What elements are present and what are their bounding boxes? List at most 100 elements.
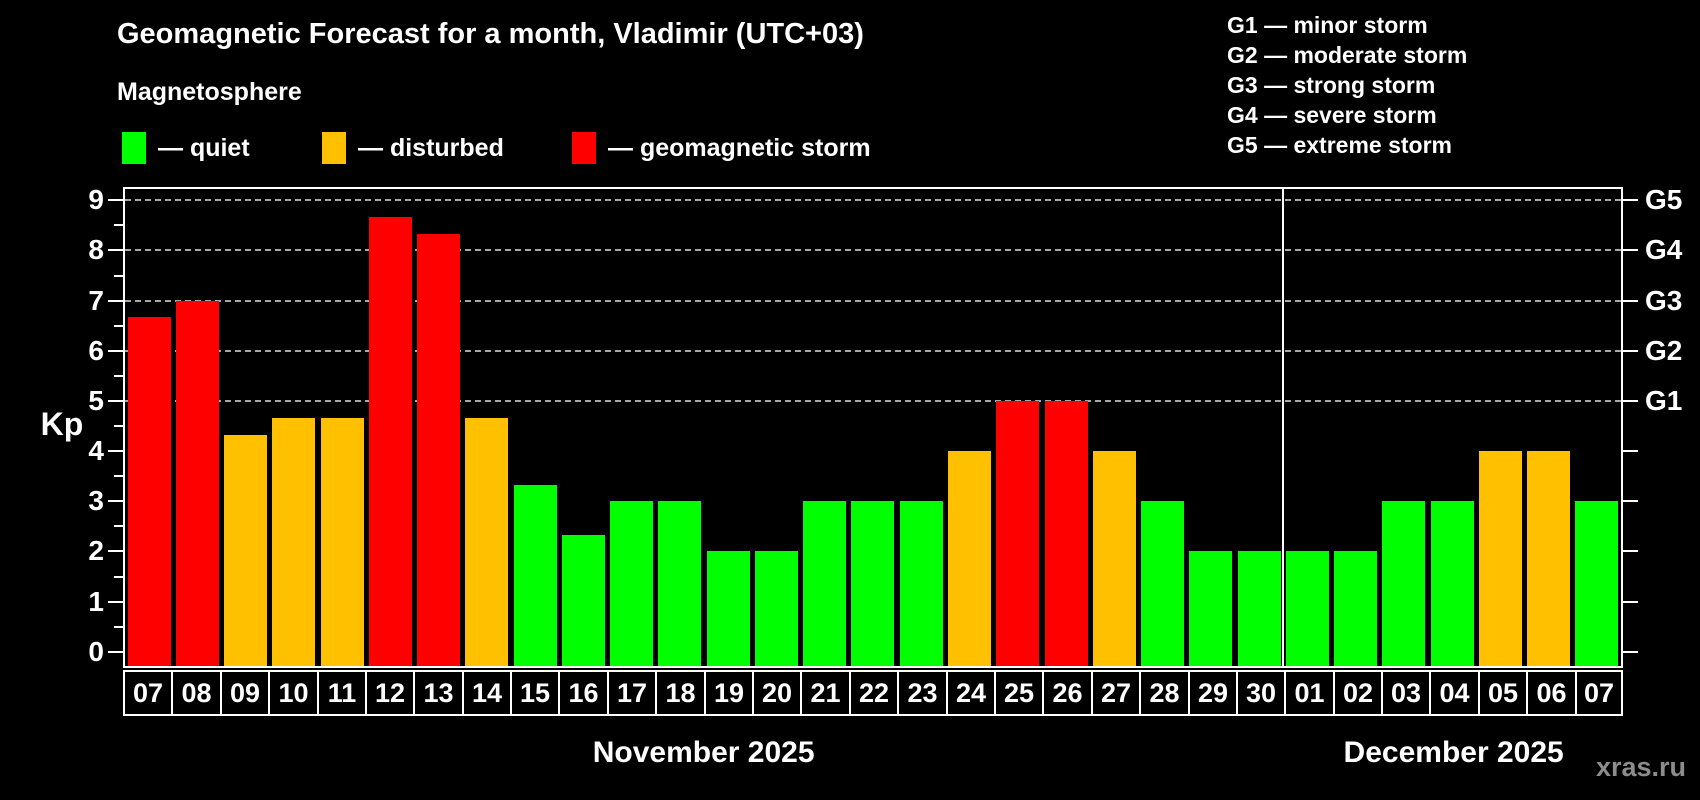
kp-bar-nov-24: [947, 451, 991, 666]
month-divider-line: [1282, 189, 1285, 666]
kp-bar-nov-27: [1092, 451, 1136, 666]
kp-bar-dec-04: [1430, 501, 1474, 666]
day-label-box-20: 20: [752, 670, 800, 716]
g-scale-label-g1: G1: [1645, 384, 1683, 416]
day-label-box-04: 04: [1429, 670, 1478, 716]
kp-bar-nov-18: [658, 501, 702, 666]
disturbed-swatch-icon: [322, 132, 346, 164]
left-tick-8: [108, 249, 123, 252]
kp-bar-dec-01: [1285, 551, 1329, 666]
left-tick-1: [108, 600, 123, 603]
gridline-kp-7: [125, 299, 1621, 302]
kp-bar-nov-28: [1141, 501, 1185, 666]
month-caption-december: December 2025: [1343, 736, 1564, 769]
kp-bar-dec-07: [1575, 501, 1619, 666]
day-label-box-26: 26: [1042, 670, 1091, 716]
quiet-swatch-icon: [122, 132, 146, 164]
y-axis-label-1: 1: [88, 585, 104, 617]
day-label-box-21: 21: [800, 670, 849, 716]
gridline-kp-8: [125, 249, 1621, 252]
day-label-box-09: 09: [220, 670, 268, 716]
gridline-kp-9: [125, 199, 1621, 202]
right-tick-9: [1623, 199, 1638, 202]
legend-item-disturbed: — disturbed: [322, 131, 504, 165]
left-tick-0: [108, 650, 123, 653]
day-label-box-19: 19: [704, 670, 752, 716]
day-label-box-18: 18: [655, 670, 704, 716]
left-tick-3: [108, 500, 123, 503]
gridline-kp-5: [125, 399, 1621, 402]
g-scale-legend: G1 — minor storm G2 — moderate storm G3 …: [1227, 10, 1467, 160]
left-tick-4: [108, 450, 123, 453]
kp-bar-dec-03: [1382, 501, 1426, 666]
g3-legend-line: G3 — strong storm: [1227, 72, 1436, 98]
right-tick-4: [1623, 450, 1638, 453]
g2-legend-line: G2 — moderate storm: [1227, 42, 1468, 68]
y-axis-label-7: 7: [88, 284, 104, 316]
y-axis-label-9: 9: [88, 184, 104, 216]
right-tick-1: [1623, 600, 1638, 603]
month-caption-november: November 2025: [592, 736, 815, 769]
kp-bar-nov-14: [465, 417, 509, 666]
kp-bar-nov-08: [175, 300, 219, 666]
kp-bar-nov-21: [803, 501, 847, 666]
g-scale-label-g3: G3: [1645, 284, 1683, 316]
legend-label-disturbed: — disturbed: [358, 133, 504, 162]
g4-legend-line: G4 — severe storm: [1227, 102, 1437, 128]
g-scale-label-g5: G5: [1645, 184, 1683, 216]
day-label-box-28: 28: [1139, 670, 1188, 716]
day-label-box-23: 23: [897, 670, 946, 716]
day-label-box-05: 05: [1478, 670, 1526, 716]
storm-swatch-icon: [572, 132, 596, 164]
kp-bar-nov-26: [1044, 400, 1088, 666]
day-label-box-17: 17: [607, 670, 655, 716]
day-label-box-03: 03: [1381, 670, 1429, 716]
kp-bar-nov-17: [610, 501, 654, 666]
kp-bar-dec-02: [1334, 551, 1378, 666]
left-minor-tick-7.5: [114, 274, 123, 277]
left-minor-tick-8.5: [114, 224, 123, 227]
day-label-box-16: 16: [558, 670, 607, 716]
left-tick-7: [108, 299, 123, 302]
day-label-box-27: 27: [1091, 670, 1139, 716]
kp-bar-nov-29: [1189, 551, 1233, 666]
day-label-box-08: 08: [171, 670, 220, 716]
y-axis-label-5: 5: [88, 384, 104, 416]
kp-bar-nov-15: [513, 484, 557, 666]
left-tick-2: [108, 550, 123, 553]
right-tick-2: [1623, 550, 1638, 553]
day-label-box-07: 07: [123, 670, 171, 716]
watermark: xras.ru: [1595, 752, 1686, 782]
left-minor-tick-3.5: [114, 475, 123, 478]
day-label-box-25: 25: [994, 670, 1042, 716]
day-label-box-30: 30: [1236, 670, 1284, 716]
plot-area: [123, 187, 1623, 668]
day-label-box-22: 22: [849, 670, 897, 716]
kp-bar-nov-16: [561, 534, 605, 666]
right-tick-6: [1623, 349, 1638, 352]
y-axis-label-2: 2: [88, 535, 104, 567]
day-label-box-01: 01: [1284, 670, 1333, 716]
kp-bar-nov-22: [851, 501, 895, 666]
g-scale-label-g2: G2: [1645, 334, 1683, 366]
y-axis-label-3: 3: [88, 485, 104, 517]
kp-bar-nov-07: [127, 317, 171, 666]
left-tick-9: [108, 199, 123, 202]
right-tick-3: [1623, 500, 1638, 503]
y-axis-title: Kp: [40, 406, 84, 442]
left-minor-tick-5.5: [114, 374, 123, 377]
legend-item-storm: — geomagnetic storm: [572, 131, 871, 165]
left-minor-tick-4.5: [114, 425, 123, 428]
day-label-box-11: 11: [317, 670, 365, 716]
day-label-box-06: 06: [1526, 670, 1575, 716]
left-tick-5: [108, 399, 123, 402]
y-axis-label-0: 0: [88, 635, 104, 667]
left-tick-6: [108, 349, 123, 352]
gridline-kp-6: [125, 349, 1621, 352]
right-tick-0: [1623, 650, 1638, 653]
day-label-box-02: 02: [1333, 670, 1381, 716]
magnetosphere-label: Magnetosphere: [117, 78, 302, 106]
y-axis-label-8: 8: [88, 234, 104, 266]
kp-bar-dec-05: [1478, 451, 1522, 666]
